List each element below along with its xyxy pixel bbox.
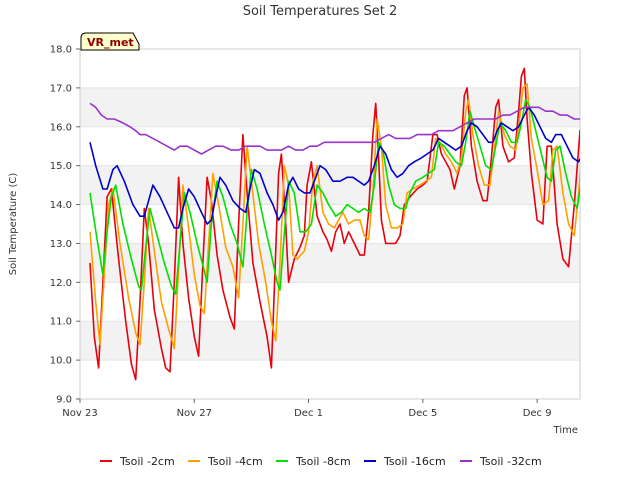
y-tick-label: 15.0	[50, 161, 72, 172]
x-tick-label: Dec 1	[294, 408, 323, 419]
y-tick-label: 10.0	[50, 356, 72, 367]
legend-label-tsoil-4cm: Tsoil -4cm	[207, 455, 263, 468]
grid-band	[80, 321, 580, 361]
vr-met-badge-label: VR_met	[87, 36, 134, 49]
y-tick-label: 18.0	[50, 45, 72, 56]
y-tick-label: 11.0	[50, 317, 72, 328]
chart-title: Soil Temperatures Set 2	[243, 4, 398, 19]
x-axis-label: Time	[553, 425, 578, 436]
legend: Tsoil -2cm Tsoil -4cm Tsoil -8cm Tsoil -16c…	[100, 455, 542, 468]
grid-band	[80, 165, 580, 205]
y-tick-label: 14.0	[50, 200, 72, 211]
x-tick-label: Nov 23	[62, 408, 97, 419]
grid-band	[80, 243, 580, 283]
y-tick-label: 9.0	[56, 395, 72, 406]
y-tick-label: 12.0	[50, 278, 72, 289]
x-axis-ticks: Nov 23 Nov 27 Dec 1 Dec 5 Dec 9	[62, 399, 552, 419]
series-line-tsoil-4cm	[89, 83, 580, 350]
x-tick-label: Nov 27	[177, 408, 212, 419]
plot-border	[79, 48, 581, 400]
y-axis-label: Soil Temperature (C)	[8, 173, 19, 276]
legend-label-tsoil-32cm: Tsoil -32cm	[479, 455, 542, 468]
grid-band	[80, 87, 580, 127]
series-line-tsoil-32cm	[89, 102, 580, 155]
y-tick-label: 13.0	[50, 239, 72, 250]
series-line-tsoil-2cm	[89, 67, 580, 381]
y-tick-label: 16.0	[50, 122, 72, 133]
legend-label-tsoil-2cm: Tsoil -2cm	[119, 455, 175, 468]
vr-met-badge: VR_met	[80, 32, 140, 51]
series-line-tsoil-16cm	[89, 106, 580, 229]
legend-label-tsoil-8cm: Tsoil -8cm	[295, 455, 351, 468]
x-tick-label: Dec 9	[523, 408, 552, 419]
series-layer	[89, 67, 580, 381]
series-line-tsoil-8cm	[89, 98, 580, 295]
legend-label-tsoil-16cm: Tsoil -16cm	[383, 455, 446, 468]
x-tick-label: Dec 5	[408, 408, 437, 419]
y-tick-label: 17.0	[50, 83, 72, 94]
y-axis-ticks: 9.0 10.0 11.0 12.0 13.0 14.0 15.0 16.0 17.0 18.0	[50, 45, 80, 406]
